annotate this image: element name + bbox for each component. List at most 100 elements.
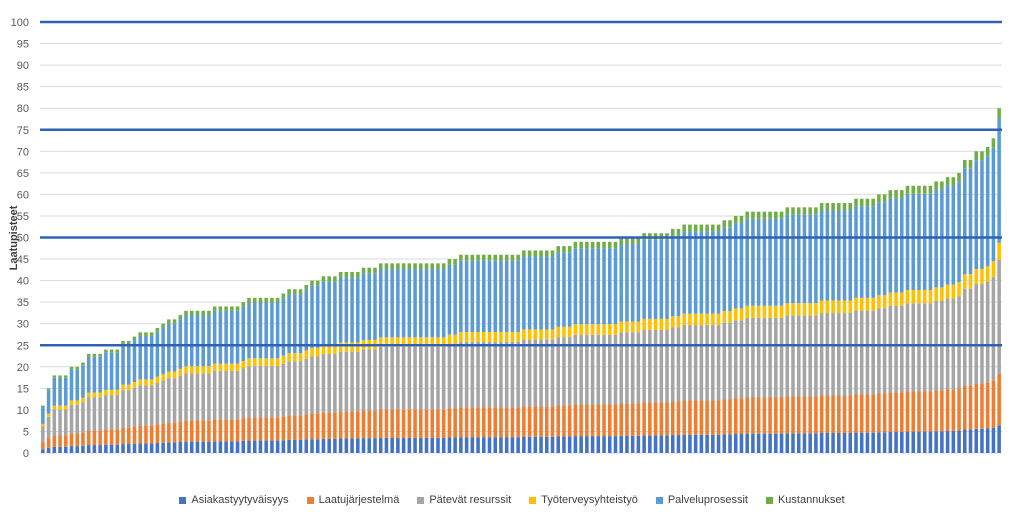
bar-segment (774, 397, 778, 434)
bar-segment (579, 248, 583, 325)
bar-segment (985, 156, 990, 267)
bar-segment (682, 325, 686, 401)
bar-segment (104, 389, 108, 396)
bar-segment (911, 303, 916, 392)
bar-segment (447, 408, 452, 438)
bar-segment (304, 284, 309, 290)
bar-segment (149, 379, 154, 386)
bar-segment (109, 395, 114, 430)
bar-segment (997, 118, 1001, 243)
bar-segment (407, 263, 412, 270)
bar-segment (453, 408, 457, 438)
bar-segment (619, 237, 623, 244)
bar-segment (888, 292, 893, 306)
bar-segment (413, 346, 417, 410)
bar-segment (613, 404, 618, 437)
bar-segment (762, 317, 767, 398)
bar-segment (814, 303, 818, 316)
bar-segment (396, 269, 400, 338)
bar-segment (711, 313, 715, 326)
bar-segment (837, 300, 841, 314)
bar-segment (178, 441, 183, 453)
bar-segment (241, 302, 246, 307)
bar-segment (315, 439, 320, 453)
bar-segment (476, 437, 480, 453)
y-tick-label: 0 (23, 448, 29, 460)
bar-segment (922, 303, 927, 392)
bar-segment (189, 366, 194, 374)
bar-segment (218, 441, 223, 453)
bar-segment (230, 370, 234, 420)
bar-segment (905, 303, 910, 392)
legend-label: Kustannukset (777, 494, 845, 506)
bar-segment (401, 409, 406, 438)
bar-segment (619, 435, 623, 453)
bar-segment (167, 422, 171, 443)
bar-segment (739, 398, 744, 435)
bar-segment (859, 206, 864, 298)
bar-segment (293, 353, 297, 362)
y-tick-label: 25 (17, 340, 29, 352)
y-tick-label: 95 (17, 39, 29, 51)
bar-segment (963, 274, 967, 289)
bar-segment (722, 322, 727, 400)
bar-segment (504, 260, 509, 333)
bar-segment (567, 337, 572, 406)
bar-segment (653, 318, 658, 330)
bar-segment (167, 323, 171, 372)
bar-segment (149, 385, 154, 426)
bar-segment (625, 332, 629, 404)
bar-segment (900, 197, 904, 293)
bar-segment (58, 405, 62, 410)
bar-segment (333, 276, 337, 282)
bar-segment (871, 432, 875, 453)
bar-segment (894, 197, 898, 293)
bar-segment (579, 404, 583, 437)
bar-segment (527, 339, 532, 407)
bar-segment (298, 415, 303, 440)
bar-segment (178, 368, 183, 376)
bar-segment (785, 303, 790, 316)
bar-segment (854, 394, 858, 433)
bar-segment (865, 432, 870, 453)
bar-segment (338, 277, 343, 343)
bar-segment (264, 417, 268, 441)
bar-segment (247, 297, 251, 303)
bar-segment (310, 413, 314, 440)
bar-segment (52, 377, 57, 406)
bar-segment (567, 326, 572, 338)
bar-segment (218, 306, 223, 311)
bar-segment (356, 271, 360, 278)
bar-segment (533, 250, 538, 257)
bar-segment (430, 437, 435, 453)
bar-segment (688, 231, 692, 314)
bar-segment (258, 417, 263, 441)
bar-segment (991, 138, 996, 148)
bar-segment (585, 324, 589, 335)
bar-segment (310, 439, 314, 453)
bar-segment (436, 263, 440, 270)
bar-segment (63, 409, 68, 436)
bar-segment (224, 370, 228, 420)
bar-segment (378, 346, 383, 410)
bar-segment (46, 388, 51, 391)
bar-segment (396, 437, 400, 453)
bar-segment (980, 428, 984, 453)
bar-segment (413, 409, 417, 438)
bar-segment (630, 403, 635, 436)
bar-segment (831, 433, 835, 453)
bar-segment (201, 420, 205, 442)
bar-segment (315, 280, 320, 286)
bar-segment (917, 431, 921, 453)
bar-segment (413, 269, 417, 338)
bar-segment (756, 218, 761, 306)
bar-segment (894, 190, 898, 198)
bar-segment (459, 341, 463, 408)
bar-segment (613, 436, 618, 453)
bar-segment (476, 260, 480, 333)
bar-segment (974, 383, 979, 429)
bar-segment (963, 385, 967, 430)
bar-segment (779, 211, 784, 219)
bar-segment (401, 337, 406, 347)
bar-segment (247, 366, 251, 418)
